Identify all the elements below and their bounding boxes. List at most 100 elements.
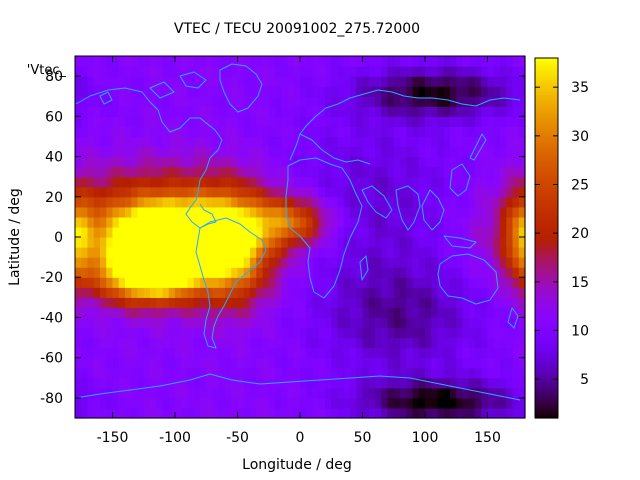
heatmap-cell	[131, 377, 139, 389]
heatmap-cell	[368, 267, 376, 278]
heatmap-cell	[437, 257, 445, 268]
heatmap-cell	[393, 257, 401, 268]
heatmap-cell	[268, 397, 276, 409]
heatmap-cell	[262, 166, 270, 178]
heatmap-cell	[187, 136, 195, 148]
heatmap-cell	[150, 307, 157, 319]
colorbar-step	[535, 79, 558, 83]
heatmap-cell	[237, 237, 245, 248]
heatmap-cell	[225, 277, 232, 288]
heatmap-cell	[87, 257, 95, 268]
heatmap-cell	[262, 267, 270, 278]
heatmap-cell	[118, 387, 126, 399]
heatmap-cell	[87, 337, 95, 349]
heatmap-cell	[456, 216, 464, 228]
heatmap-cell	[262, 387, 270, 399]
heatmap-cell	[237, 166, 245, 178]
heatmap-cell	[218, 116, 226, 127]
heatmap-cell	[106, 277, 114, 288]
heatmap-cell	[181, 96, 189, 107]
heatmap-cell	[337, 407, 345, 419]
heatmap-cell	[325, 86, 332, 97]
heatmap-cell	[418, 407, 426, 419]
colorbar-step	[535, 307, 558, 311]
heatmap-cell	[337, 126, 345, 138]
heatmap-cell	[275, 257, 282, 268]
x-tick-label: 0	[296, 430, 305, 446]
heatmap-cell	[318, 146, 326, 158]
heatmap-cell	[100, 247, 107, 258]
heatmap-cell	[218, 66, 226, 77]
heatmap-cell	[331, 86, 339, 97]
heatmap-cell	[168, 257, 176, 268]
heatmap-cell	[275, 116, 282, 127]
colorbar-step	[535, 187, 558, 191]
coastline-europe-asia	[289, 89, 521, 165]
heatmap-cell	[175, 357, 182, 369]
heatmap-cell	[218, 407, 226, 419]
heatmap-cell	[331, 237, 339, 248]
heatmap-cell	[268, 56, 276, 67]
heatmap-cell	[112, 196, 120, 208]
heatmap-cell	[381, 226, 389, 238]
heatmap-cell	[418, 166, 426, 178]
heatmap-cell	[475, 367, 482, 379]
heatmap-cell	[212, 116, 220, 127]
heatmap-cell	[512, 397, 520, 409]
heatmap-cell	[481, 96, 489, 107]
heatmap-cell	[212, 387, 220, 399]
heatmap-cell	[150, 287, 157, 298]
heatmap-cell	[81, 146, 89, 158]
heatmap-cell	[93, 136, 101, 148]
heatmap-cell	[393, 327, 401, 339]
heatmap-cell	[131, 277, 139, 288]
heatmap-cell	[256, 267, 264, 278]
heatmap-cell	[381, 237, 389, 248]
colorbar-step	[535, 160, 558, 164]
heatmap-cell	[231, 347, 239, 359]
heatmap-cell	[131, 307, 139, 319]
heatmap-cell	[87, 216, 95, 228]
heatmap-cell	[112, 347, 120, 359]
heatmap-cell	[375, 146, 382, 158]
heatmap-cell	[512, 146, 520, 158]
heatmap-cell	[368, 126, 376, 138]
heatmap-cell	[306, 287, 314, 298]
heatmap-cell	[512, 86, 520, 97]
heatmap-cell	[262, 56, 270, 67]
heatmap-cell	[250, 156, 257, 168]
heatmap-cell	[287, 407, 295, 419]
heatmap-cell	[450, 357, 457, 369]
heatmap-cell	[387, 277, 395, 288]
heatmap-cell	[462, 367, 470, 379]
heatmap-cell	[93, 307, 101, 319]
heatmap-cell	[318, 247, 326, 258]
colorbar-step	[535, 58, 558, 62]
heatmap-cell	[475, 287, 482, 298]
heatmap-cell	[312, 56, 320, 67]
heatmap-cell	[500, 126, 507, 138]
heatmap-cell	[406, 337, 414, 349]
colorbar-step	[535, 346, 558, 350]
heatmap-cell	[300, 166, 307, 178]
heatmap-cell	[131, 156, 139, 168]
heatmap-cell	[468, 106, 476, 117]
heatmap-cell	[156, 237, 164, 248]
heatmap-cell	[243, 226, 251, 238]
heatmap-cell	[412, 86, 420, 97]
heatmap-cell	[368, 156, 376, 168]
heatmap-cell	[343, 96, 351, 107]
heatmap-cell	[331, 377, 339, 389]
heatmap-cell	[512, 56, 520, 67]
heatmap-cell	[225, 237, 232, 248]
heatmap-cell	[81, 66, 89, 77]
y-tick-label: 60	[45, 109, 63, 125]
heatmap-cell	[225, 327, 232, 339]
heatmap-cell	[168, 307, 176, 319]
heatmap-cell	[425, 126, 432, 138]
heatmap-cell	[125, 237, 132, 248]
heatmap-cell	[237, 277, 245, 288]
heatmap-cell	[293, 327, 301, 339]
heatmap-cell	[81, 186, 89, 198]
heatmap-cell	[475, 247, 482, 258]
